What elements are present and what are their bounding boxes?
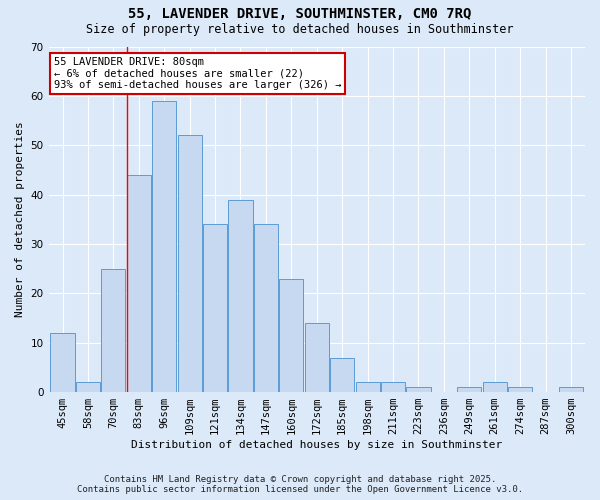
Bar [330, 358, 354, 392]
Bar [254, 224, 278, 392]
Bar [559, 387, 583, 392]
Bar [508, 387, 532, 392]
Bar [356, 382, 380, 392]
Text: 55 LAVENDER DRIVE: 80sqm
← 6% of detached houses are smaller (22)
93% of semi-de: 55 LAVENDER DRIVE: 80sqm ← 6% of detache… [54, 57, 341, 90]
Bar [76, 382, 100, 392]
Bar [305, 323, 329, 392]
X-axis label: Distribution of detached houses by size in Southminster: Distribution of detached houses by size … [131, 440, 502, 450]
Text: Contains public sector information licensed under the Open Government Licence v3: Contains public sector information licen… [77, 485, 523, 494]
Bar [178, 136, 202, 392]
Bar [152, 101, 176, 392]
Bar [482, 382, 507, 392]
Bar [457, 387, 481, 392]
Y-axis label: Number of detached properties: Number of detached properties [15, 122, 25, 317]
Bar [50, 333, 74, 392]
Bar [203, 224, 227, 392]
Bar [127, 175, 151, 392]
Bar [101, 268, 125, 392]
Bar [406, 387, 431, 392]
Text: Size of property relative to detached houses in Southminster: Size of property relative to detached ho… [86, 22, 514, 36]
Bar [381, 382, 405, 392]
Text: 55, LAVENDER DRIVE, SOUTHMINSTER, CM0 7RQ: 55, LAVENDER DRIVE, SOUTHMINSTER, CM0 7R… [128, 8, 472, 22]
Text: Contains HM Land Registry data © Crown copyright and database right 2025.: Contains HM Land Registry data © Crown c… [104, 475, 496, 484]
Bar [279, 278, 304, 392]
Bar [229, 200, 253, 392]
